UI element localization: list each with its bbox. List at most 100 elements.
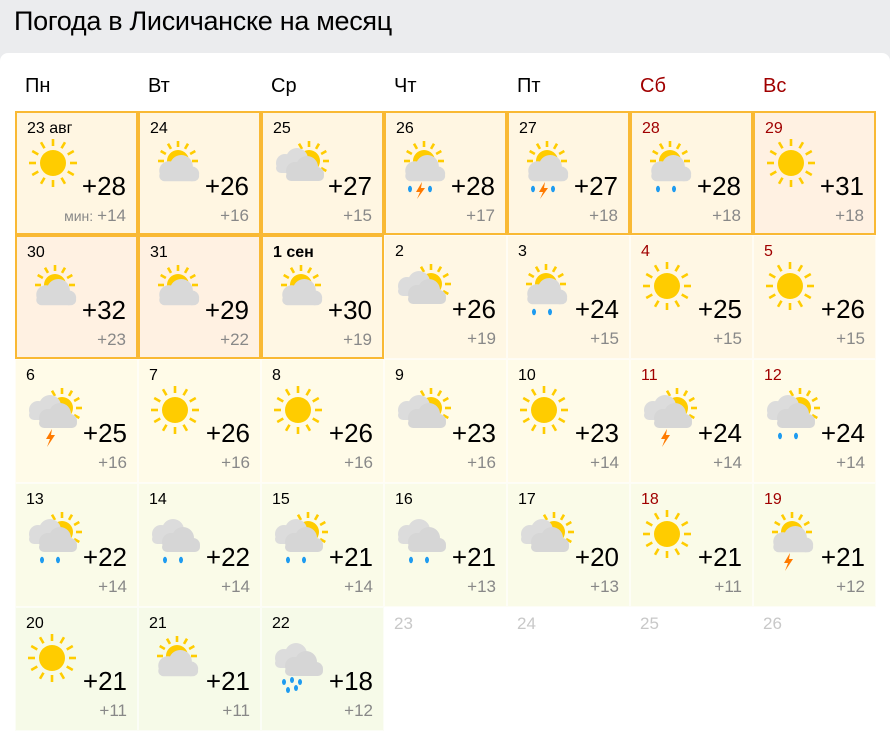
partly-cloudy-rain-icon xyxy=(526,264,568,316)
day-cell[interactable]: 3 +24 +15 xyxy=(507,235,630,359)
sun-icon xyxy=(766,262,814,310)
day-cell[interactable]: 14 +22 +14 xyxy=(138,483,261,607)
partly-cloudy-icon xyxy=(35,265,77,306)
day-date: 11 xyxy=(641,367,658,384)
day-cell[interactable]: 6 +25 +16 xyxy=(15,359,138,483)
partly-cloudy-rain-thunder-icon xyxy=(527,141,569,199)
min-temp: +15 xyxy=(713,329,742,348)
min-temp: +15 xyxy=(836,329,865,348)
min-temp: +14 xyxy=(221,577,250,596)
day-date: 20 xyxy=(26,615,44,632)
day-cell[interactable]: 26 +28 +17 xyxy=(384,111,507,235)
day-date: 3 xyxy=(518,243,527,260)
day-date: 23 xyxy=(394,614,413,633)
weekday-header: Ср xyxy=(271,75,297,97)
day-cell[interactable]: 18 +21 +11 xyxy=(630,483,753,607)
day-date: 13 xyxy=(26,491,44,508)
day-cell[interactable]: 16 +21 +13 xyxy=(384,483,507,607)
min-temp-wrap: +16 xyxy=(467,453,496,473)
min-temp: +13 xyxy=(590,577,619,596)
min-temp: +19 xyxy=(343,330,372,349)
day-cell[interactable]: 21 +21 +11 xyxy=(138,607,261,731)
day-cell[interactable]: 10 +23 +14 xyxy=(507,359,630,483)
min-temp: +14 xyxy=(713,453,742,472)
day-cell-empty: 26 xyxy=(753,607,876,731)
min-temp-wrap: +14 xyxy=(221,577,250,597)
min-temp: +14 xyxy=(836,453,865,472)
min-temp: +16 xyxy=(344,453,373,472)
day-cell[interactable]: 7 +26 +16 xyxy=(138,359,261,483)
day-cell-empty: 23 xyxy=(384,607,507,731)
min-temp: +17 xyxy=(466,206,495,225)
min-temp-wrap: +15 xyxy=(343,206,372,226)
sun-icon xyxy=(767,139,815,187)
day-cell[interactable]: 30 +32 +23 xyxy=(15,235,138,359)
max-temp: +24 xyxy=(820,418,865,448)
partly-cloudy-icon xyxy=(158,141,200,182)
day-cell[interactable]: 15 +21 +14 xyxy=(261,483,384,607)
min-temp: +14 xyxy=(98,577,127,596)
min-temp: +15 xyxy=(343,206,372,225)
min-temp-wrap: +14 xyxy=(836,453,865,473)
partly-cloudy-icon xyxy=(158,265,200,306)
partly-cloudy-rain-thunder-icon xyxy=(404,141,446,199)
cloudy-sun-icon xyxy=(398,264,451,304)
max-temp: +21 xyxy=(82,666,127,696)
min-temp: +18 xyxy=(589,206,618,225)
day-cell[interactable]: 11 +24 +14 xyxy=(630,359,753,483)
day-cell[interactable]: 25 +27 +15 xyxy=(261,111,384,235)
min-temp-wrap: +12 xyxy=(836,577,865,597)
day-date: 31 xyxy=(150,244,168,261)
day-cell[interactable]: 24 +26 +16 xyxy=(138,111,261,235)
day-cell[interactable]: 17 +20 +13 xyxy=(507,483,630,607)
day-cell[interactable]: 28 +28 +18 xyxy=(630,111,753,235)
sun-icon xyxy=(151,386,199,434)
min-temp-wrap: +14 xyxy=(713,453,742,473)
min-temp: +16 xyxy=(221,453,250,472)
min-temp-wrap: +11 xyxy=(714,577,742,597)
max-temp: +26 xyxy=(820,294,865,324)
day-cell[interactable]: 13 +22 +14 xyxy=(15,483,138,607)
day-date: 9 xyxy=(395,367,404,384)
max-temp: +23 xyxy=(451,418,496,448)
day-date: 24 xyxy=(150,120,168,137)
cloudy-sun-icon xyxy=(276,141,329,181)
day-cell[interactable]: 1 сен +30 +19 xyxy=(261,235,384,359)
cloudy-sun-rain-icon xyxy=(275,512,328,564)
day-date: 18 xyxy=(641,491,659,508)
day-date: 7 xyxy=(149,367,158,384)
day-cell[interactable]: 12 +24 +14 xyxy=(753,359,876,483)
day-date: 5 xyxy=(764,243,773,260)
min-temp: +19 xyxy=(467,329,496,348)
day-date: 29 xyxy=(765,120,783,137)
min-temp-wrap: +18 xyxy=(589,206,618,226)
max-temp: +27 xyxy=(573,171,618,201)
min-temp: +18 xyxy=(712,206,741,225)
weekday-header: Сб xyxy=(640,75,666,97)
day-cell[interactable]: 5 +26 +15 xyxy=(753,235,876,359)
min-temp: +11 xyxy=(99,701,127,720)
day-date: 30 xyxy=(27,244,45,261)
min-temp: +11 xyxy=(222,701,250,720)
min-temp-wrap: +13 xyxy=(467,577,496,597)
day-cell[interactable]: 31 +29 +22 xyxy=(138,235,261,359)
day-cell[interactable]: 2 +26 +19 xyxy=(384,235,507,359)
day-cell[interactable]: 29 +31 +18 xyxy=(753,111,876,235)
sun-icon xyxy=(29,139,77,187)
day-cell[interactable]: 23 авг +28 мин: +14 xyxy=(15,111,138,235)
day-cell[interactable]: 4 +25 +15 xyxy=(630,235,753,359)
min-temp-wrap: +16 xyxy=(220,206,249,226)
day-cell[interactable]: 20 +21 +11 xyxy=(15,607,138,731)
day-cell[interactable]: 9 +23 +16 xyxy=(384,359,507,483)
sun-icon xyxy=(28,634,76,682)
weekday-header: Пн xyxy=(25,75,51,97)
day-cell[interactable]: 22 +18 +12 xyxy=(261,607,384,731)
day-cell[interactable]: 27 +27 +18 xyxy=(507,111,630,235)
max-temp: +25 xyxy=(697,294,742,324)
day-date: 17 xyxy=(518,491,536,508)
day-cell[interactable]: 8 +26 +16 xyxy=(261,359,384,483)
day-date: 16 xyxy=(395,491,413,508)
day-cell[interactable]: 19 +21 +12 xyxy=(753,483,876,607)
min-temp: +16 xyxy=(98,453,127,472)
min-temp-wrap: +15 xyxy=(713,329,742,349)
